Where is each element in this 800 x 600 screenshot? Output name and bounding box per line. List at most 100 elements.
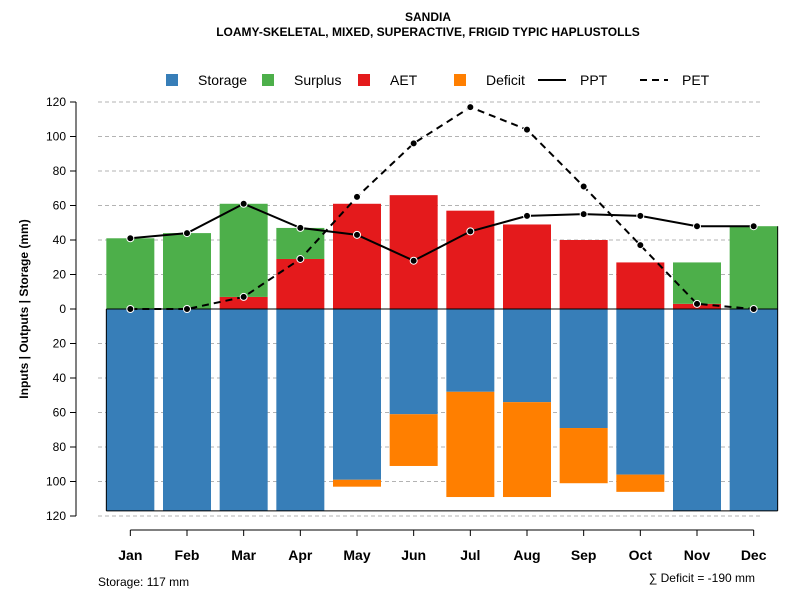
pet-line	[130, 106, 754, 310]
frames	[105, 226, 779, 512]
y-tick-label: 60	[53, 406, 67, 420]
storage-bar	[503, 309, 551, 403]
ppt-point	[183, 229, 191, 238]
ppt-point	[693, 222, 701, 231]
y-tick-label: 100	[46, 475, 66, 489]
legend-label: PET	[682, 72, 710, 88]
pet-point	[636, 241, 645, 250]
storage-bar	[616, 309, 665, 475]
month-label: Sep	[571, 547, 597, 563]
month-label: May	[343, 547, 370, 563]
ppt-point	[126, 234, 135, 243]
deficit-bar	[503, 402, 551, 498]
y-tick-label: 80	[53, 440, 67, 454]
month-label: Aug	[513, 547, 540, 563]
y-tick-label: 80	[53, 164, 67, 178]
pet-point	[183, 305, 191, 313]
storage-bar	[446, 309, 495, 392]
month-label: Jun	[401, 547, 426, 563]
y-tick-label: 120	[46, 509, 66, 523]
storage-bar	[729, 309, 778, 511]
lines	[130, 106, 754, 310]
ppt-point	[523, 211, 531, 220]
ppt-point	[409, 256, 418, 265]
storage-bar	[673, 309, 721, 511]
ppt-point	[239, 199, 248, 208]
month-label: Nov	[684, 547, 711, 563]
ppt-point	[636, 211, 645, 220]
surplus-bar	[673, 262, 721, 304]
y-tick-label: 40	[53, 233, 67, 247]
aet-bar	[503, 224, 551, 309]
month-label: Feb	[175, 547, 200, 563]
month-label: Apr	[288, 547, 313, 563]
month-label: Jan	[118, 547, 142, 563]
deficit-bar	[446, 391, 495, 498]
deficit-summary: ∑ Deficit = -190 mm	[649, 571, 755, 585]
legend-label: Surplus	[294, 72, 341, 88]
aet-bar	[559, 240, 608, 309]
legend-label: Storage	[198, 72, 247, 88]
legend-swatch	[454, 74, 466, 86]
pet-point	[523, 125, 531, 134]
legend-swatch	[262, 74, 274, 86]
pet-point	[579, 182, 588, 191]
pet-point	[126, 305, 135, 313]
aet-bar	[276, 258, 325, 309]
deficit-bar	[559, 428, 608, 484]
legend-label: AET	[390, 72, 418, 88]
legend-label: Deficit	[486, 72, 525, 88]
chart-title: SANDIA	[405, 10, 451, 24]
storage-bar	[333, 309, 381, 480]
storage-bar	[106, 309, 155, 511]
aet-bar	[616, 262, 665, 309]
ppt-point	[296, 223, 305, 232]
aet-bar	[446, 210, 495, 309]
ppt-point	[466, 227, 475, 236]
deficit-bar	[389, 414, 438, 466]
pet-point	[239, 292, 248, 301]
storage-bar	[559, 309, 608, 429]
y-tick-label: 40	[53, 371, 67, 385]
storage-bar	[389, 309, 438, 415]
y-tick-label: 20	[53, 268, 67, 282]
month-label: Oct	[629, 547, 653, 563]
legend: Storage Surplus AET Deficit PPT PET	[166, 72, 710, 88]
pet-point	[409, 139, 418, 148]
ppt-point	[749, 222, 758, 231]
pet-point	[466, 103, 475, 112]
chart-subtitle: LOAMY-SKELETAL, MIXED, SUPERACTIVE, FRIG…	[216, 25, 640, 39]
axes: 120 100 80 60 40 20 0 20 40 60 80 100 120 Jan Feb Mar Ap…	[46, 95, 767, 563]
surplus-bar	[163, 233, 211, 309]
storage-bar	[163, 309, 211, 511]
storage-bar	[219, 309, 268, 511]
ppt-point	[579, 210, 588, 219]
y-tick-label: 60	[53, 199, 67, 213]
legend-swatch	[358, 74, 370, 86]
deficit-bar	[333, 479, 381, 487]
legend-label: PPT	[580, 72, 608, 88]
month-label: Jul	[460, 547, 480, 563]
ppt-line	[130, 202, 754, 262]
surplus-bar	[729, 226, 778, 309]
points	[126, 103, 758, 313]
aet-bar	[333, 203, 381, 309]
y-tick-label: 0	[59, 302, 66, 316]
surplus-bar	[276, 227, 325, 259]
surplus-bar	[219, 203, 268, 297]
deficit-bar	[616, 474, 665, 492]
ppt-point	[353, 230, 361, 239]
bars	[106, 195, 778, 511]
y-tick-label: 20	[53, 337, 67, 351]
y-axis-label: Inputs | Outputs | Storage (mm)	[17, 219, 31, 398]
surplus-bar	[106, 238, 155, 309]
y-tick-label: 120	[46, 95, 66, 109]
month-label: Mar	[231, 547, 256, 563]
storage-bar	[276, 309, 325, 511]
month-label: Dec	[741, 547, 767, 563]
pet-point	[693, 299, 701, 308]
pet-point	[749, 305, 758, 313]
y-tick-label: 100	[46, 130, 66, 144]
pet-point	[353, 192, 361, 201]
